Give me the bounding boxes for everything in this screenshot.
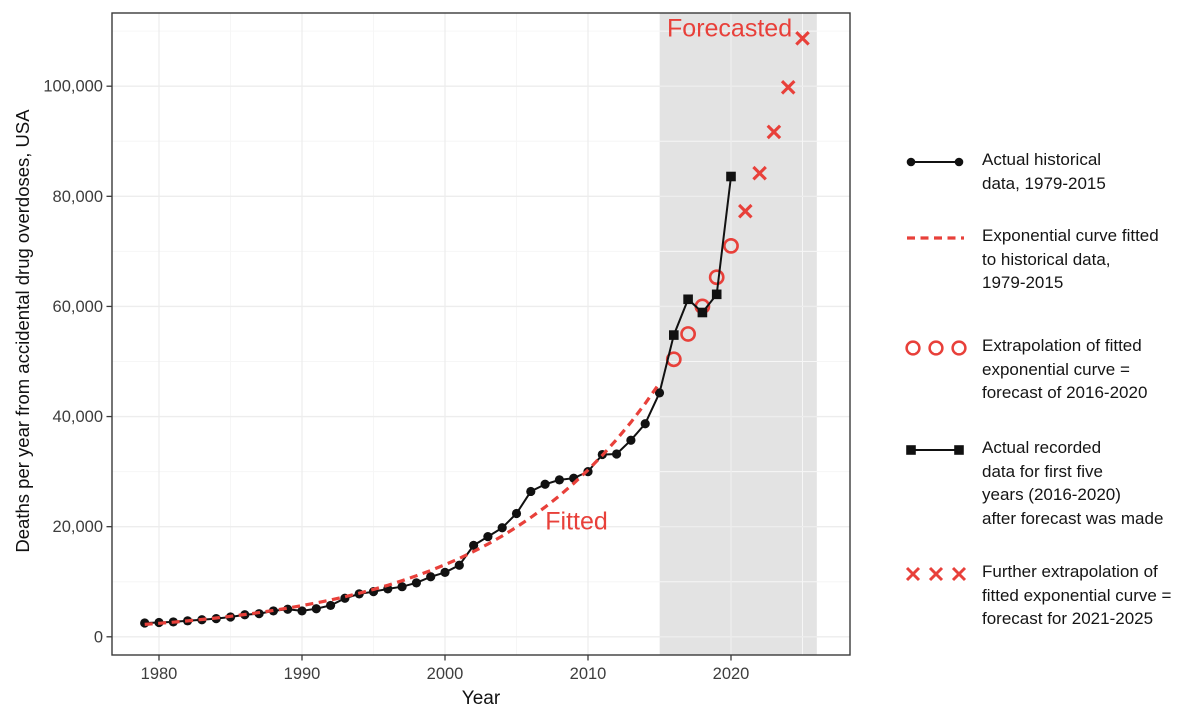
legend-x-icon: [905, 566, 921, 582]
forecast-x-mark: [766, 124, 782, 140]
legend-symbol-open-circles: [905, 340, 967, 356]
y-axis-title: Deaths per year from accidental drug ove…: [12, 109, 33, 553]
legend-symbol-x-marks: [905, 566, 967, 582]
legend-symbol-square-line: [906, 445, 964, 455]
actual-recent-square: [683, 294, 693, 305]
panel-border: [111, 12, 851, 656]
y-axis-tick-label: 60,000: [53, 298, 103, 316]
legend-item-label: Further extrapolation of fitted exponenti…: [982, 560, 1171, 631]
x-axis-tick-label: 2000: [427, 665, 464, 683]
legend-item-label: Actual historical data, 1979-2015: [982, 148, 1106, 195]
legend-item-label: Actual recorded data for first five years …: [982, 436, 1163, 530]
legend-item-label: Exponential curve fitted to historical da…: [982, 224, 1159, 295]
historical-dot: [554, 475, 565, 485]
legend-dot-icon: [906, 157, 916, 167]
historical-dot: [540, 479, 550, 489]
forecast-circle: [723, 237, 739, 254]
legend-text-line: Actual historical: [982, 150, 1102, 169]
x-axis-tick-label: 2010: [570, 665, 607, 683]
x-axis-tick-label: 2020: [713, 665, 750, 683]
legend-text-line: years (2016-2020): [982, 485, 1121, 504]
legend-symbol-dot-line: [906, 157, 964, 167]
x-axis-title: Year: [461, 688, 501, 709]
fitted-curve: [144, 382, 661, 626]
actual-recent-square: [726, 171, 736, 182]
legend-x-icon: [928, 566, 944, 582]
actual-recent-square: [711, 289, 722, 300]
legend-text-line: forecast for 2021-2025: [982, 609, 1154, 628]
y-axis-tick-label: 0: [94, 628, 103, 646]
legend-text-line: data, 1979-2015: [982, 173, 1106, 193]
historical-dot: [297, 606, 307, 616]
historical-dot: [640, 419, 650, 429]
legend-text-line: 1979-2015: [982, 273, 1064, 292]
legend-open-circle-icon: [905, 340, 921, 356]
historical-dot: [497, 523, 507, 533]
x-axis-tick-label: 1980: [141, 665, 178, 683]
legend-item: Further extrapolation of fitted exponenti…: [903, 560, 1171, 631]
forecast-x-mark: [738, 203, 753, 219]
legend-dot-icon: [954, 157, 964, 167]
historical-dot: [626, 435, 636, 445]
historical-dot: [612, 449, 622, 459]
historical-dot: [511, 508, 522, 519]
y-axis-tick-label: 100,000: [43, 78, 103, 96]
historical-dot: [526, 486, 536, 497]
y-axis-tick-label: 20,000: [53, 518, 103, 536]
annotation-fitted: Fitted: [545, 507, 608, 536]
legend-open-circle-icon: [951, 340, 967, 356]
legend-x-icon: [951, 566, 967, 582]
annotation-forecasted: Forecasted: [667, 14, 793, 43]
legend-text-line: exponential curve =: [982, 359, 1130, 379]
legend-text-line: Exponential curve fitted: [982, 226, 1159, 245]
actual-recent-line: [658, 176, 732, 394]
legend-text-line: forecast of 2016-2020: [982, 383, 1148, 402]
historical-dot: [469, 540, 479, 551]
historical-dot: [397, 582, 407, 592]
legend-square-icon: [906, 445, 916, 455]
historical-dot: [411, 578, 421, 588]
legend-item: Actual historical data, 1979-2015: [903, 148, 1106, 195]
legend-symbol-dashed-line: [907, 236, 964, 240]
legend-text-line: Extrapolation of fitted: [982, 336, 1142, 355]
legend-text-line: to historical data,: [982, 249, 1111, 269]
legend: Actual historical data, 1979-2015 Exponent…: [903, 0, 1200, 718]
historical-dot: [311, 604, 321, 614]
historical-dot: [483, 531, 493, 542]
historical-dot: [440, 567, 450, 577]
legend-item: Exponential curve fitted to historical da…: [903, 224, 1159, 295]
forecast-x-mark: [752, 165, 767, 181]
y-axis-tick-label: 80,000: [53, 188, 103, 206]
actual-recent-square: [669, 330, 679, 340]
historical-dot: [426, 572, 436, 582]
forecast-circle: [680, 326, 696, 342]
legend-text-line: Actual recorded: [982, 438, 1102, 457]
forecast-x-mark: [795, 31, 810, 46]
legend-open-circle-icon: [928, 340, 944, 356]
legend-text-line: data for first five: [982, 461, 1103, 481]
legend-square-icon: [954, 445, 964, 455]
historical-dot: [454, 560, 464, 570]
legend-text-line: fitted exponential curve =: [982, 585, 1172, 605]
chart-plot-area: 1980 1990 2000 2010 2020 0 20,000 40,000 60,000 8…: [43, 12, 851, 683]
legend-item-label: Extrapolation of fitted exponential curve…: [982, 334, 1147, 405]
x-axis-tick-label: 1990: [284, 665, 321, 683]
historical-dot: [326, 600, 336, 611]
forecast-band: [659, 13, 817, 655]
legend-item: Extrapolation of fitted exponential curve…: [903, 334, 1147, 405]
y-axis-tick-label: 40,000: [53, 408, 103, 426]
forecast-circle: [708, 269, 725, 286]
legend-item: Actual recorded data for first five years …: [903, 436, 1163, 530]
forecast-x-mark: [780, 80, 796, 95]
legend-text-line: Further extrapolation of: [982, 562, 1158, 581]
actual-recent-square: [697, 307, 708, 318]
legend-text-line: after forecast was made: [982, 508, 1164, 528]
